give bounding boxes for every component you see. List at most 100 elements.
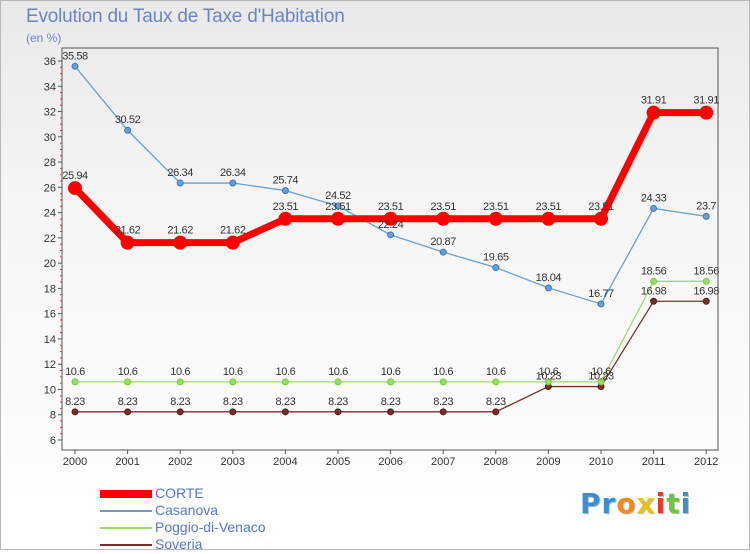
data-point-casanova: [650, 204, 658, 212]
data-point-casanova: [229, 179, 237, 187]
data-point-poggio-di-venaco: [650, 277, 658, 285]
data-point-soveria: [650, 297, 658, 305]
data-point-corte: [278, 211, 293, 226]
x-tick-label: 2009: [536, 456, 560, 468]
data-point-casanova: [439, 248, 447, 256]
data-label-corte: 23.51: [273, 201, 299, 213]
data-point-poggio-di-venaco: [71, 378, 79, 386]
data-point-poggio-di-venaco: [597, 378, 605, 386]
data-point-poggio-di-venaco: [387, 378, 395, 386]
data-label-soveria: 8.23: [223, 396, 243, 408]
data-label-casanova: 20.87: [430, 236, 456, 248]
data-point-soveria: [281, 408, 289, 416]
data-label-casanova: 23.7: [696, 200, 716, 212]
legend-label: Soveria: [155, 536, 203, 552]
series-line-casanova: [74, 65, 707, 305]
data-point-soveria: [124, 408, 132, 416]
data-label-soveria: 10.23: [588, 371, 614, 383]
data-point-soveria: [702, 297, 710, 305]
logo-letter: t: [666, 487, 681, 520]
legend-swatch: [100, 510, 152, 512]
data-point-poggio-di-venaco: [281, 378, 289, 386]
y-tick-label: 8: [50, 410, 56, 422]
data-label-corte: 23.51: [483, 201, 509, 213]
legend-swatch: [100, 527, 152, 529]
x-tick-label: 2002: [168, 456, 192, 468]
data-label-poggio-di-venaco: 10.6: [170, 366, 190, 378]
data-label-corte: 21.62: [115, 225, 141, 237]
y-tick-label: 30: [44, 132, 56, 144]
y-tick-label: 12: [44, 359, 56, 371]
data-label-soveria: 16.98: [641, 285, 667, 297]
data-point-poggio-di-venaco: [334, 378, 342, 386]
data-label-casanova: 24.52: [325, 190, 351, 202]
logo-letter: i: [655, 487, 667, 520]
data-point-casanova: [71, 62, 79, 70]
data-point-casanova: [597, 300, 605, 308]
data-label-corte: 23.51: [378, 201, 404, 213]
logo-letter: i: [680, 487, 692, 520]
data-point-corte: [225, 235, 240, 250]
data-point-poggio-di-venaco: [544, 378, 552, 386]
data-point-casanova: [544, 284, 552, 292]
y-tick-label: 22: [44, 233, 56, 245]
data-point-poggio-di-venaco: [702, 277, 710, 285]
data-label-poggio-di-venaco: 10.6: [118, 366, 138, 378]
x-tick-label: 2004: [273, 456, 297, 468]
data-point-corte: [488, 211, 503, 226]
data-point-corte: [383, 211, 398, 226]
data-label-corte: 25.94: [62, 170, 88, 182]
legend-label: Poggio-di-Venaco: [155, 519, 266, 535]
data-label-poggio-di-venaco: 10.6: [275, 366, 295, 378]
data-label-casanova: 25.74: [273, 175, 299, 187]
data-point-corte: [331, 211, 345, 226]
x-tick-label: 2012: [694, 456, 718, 468]
x-tick-label: 2000: [63, 456, 87, 468]
data-label-corte: 21.62: [220, 225, 246, 237]
data-label-soveria: 8.23: [118, 396, 138, 408]
data-label-soveria: 8.23: [486, 396, 506, 408]
y-tick-label: 6: [50, 435, 56, 447]
data-point-casanova: [124, 126, 132, 134]
data-point-soveria: [439, 408, 447, 416]
data-label-poggio-di-venaco: 18.56: [693, 265, 719, 277]
x-tick-label: 2008: [484, 456, 508, 468]
data-label-casanova: 30.52: [115, 114, 141, 126]
x-tick-label: 2010: [589, 456, 613, 468]
logo-letter: r: [601, 487, 617, 520]
data-point-poggio-di-venaco: [176, 378, 184, 386]
data-label-poggio-di-venaco: 10.6: [65, 366, 85, 378]
data-label-poggio-di-venaco: 10.6: [381, 366, 401, 378]
chart-title: Evolution du Taux de Taxe d'Habitation: [26, 6, 345, 27]
data-label-soveria: 8.23: [65, 396, 85, 408]
data-label-poggio-di-venaco: 10.6: [486, 366, 506, 378]
x-tick-label: 2003: [221, 456, 245, 468]
data-label-poggio-di-venaco: 10.6: [538, 366, 558, 378]
x-tick-label: 2007: [431, 456, 455, 468]
logo-letter: x: [636, 487, 656, 520]
data-label-soveria: 8.23: [381, 396, 401, 408]
y-tick-label: 34: [44, 81, 56, 93]
y-tick-label: 18: [44, 283, 56, 295]
data-point-corte: [646, 105, 661, 120]
data-point-corte: [68, 181, 82, 196]
legend-label: Casanova: [155, 502, 219, 518]
data-label-corte: 23.51: [536, 201, 562, 213]
data-label-casanova: 24.33: [641, 192, 667, 204]
y-tick-label: 24: [44, 208, 56, 220]
data-label-casanova: 35.58: [62, 50, 88, 62]
data-label-poggio-di-venaco: 18.56: [641, 265, 667, 277]
data-point-corte: [173, 235, 188, 250]
data-label-soveria: 8.23: [433, 396, 453, 408]
data-label-casanova: 26.34: [220, 167, 246, 179]
y-tick-label: 28: [44, 157, 56, 169]
data-label-poggio-di-venaco: 10.6: [433, 366, 453, 378]
data-label-casanova: 19.65: [483, 252, 509, 264]
y-tick-label: 32: [44, 107, 56, 119]
y-tick-label: 16: [44, 309, 56, 321]
y-tick-label: 14: [44, 334, 56, 346]
data-label-casanova: 16.77: [588, 288, 614, 300]
data-point-soveria: [176, 408, 184, 416]
unit-label: (en %): [26, 31, 62, 45]
